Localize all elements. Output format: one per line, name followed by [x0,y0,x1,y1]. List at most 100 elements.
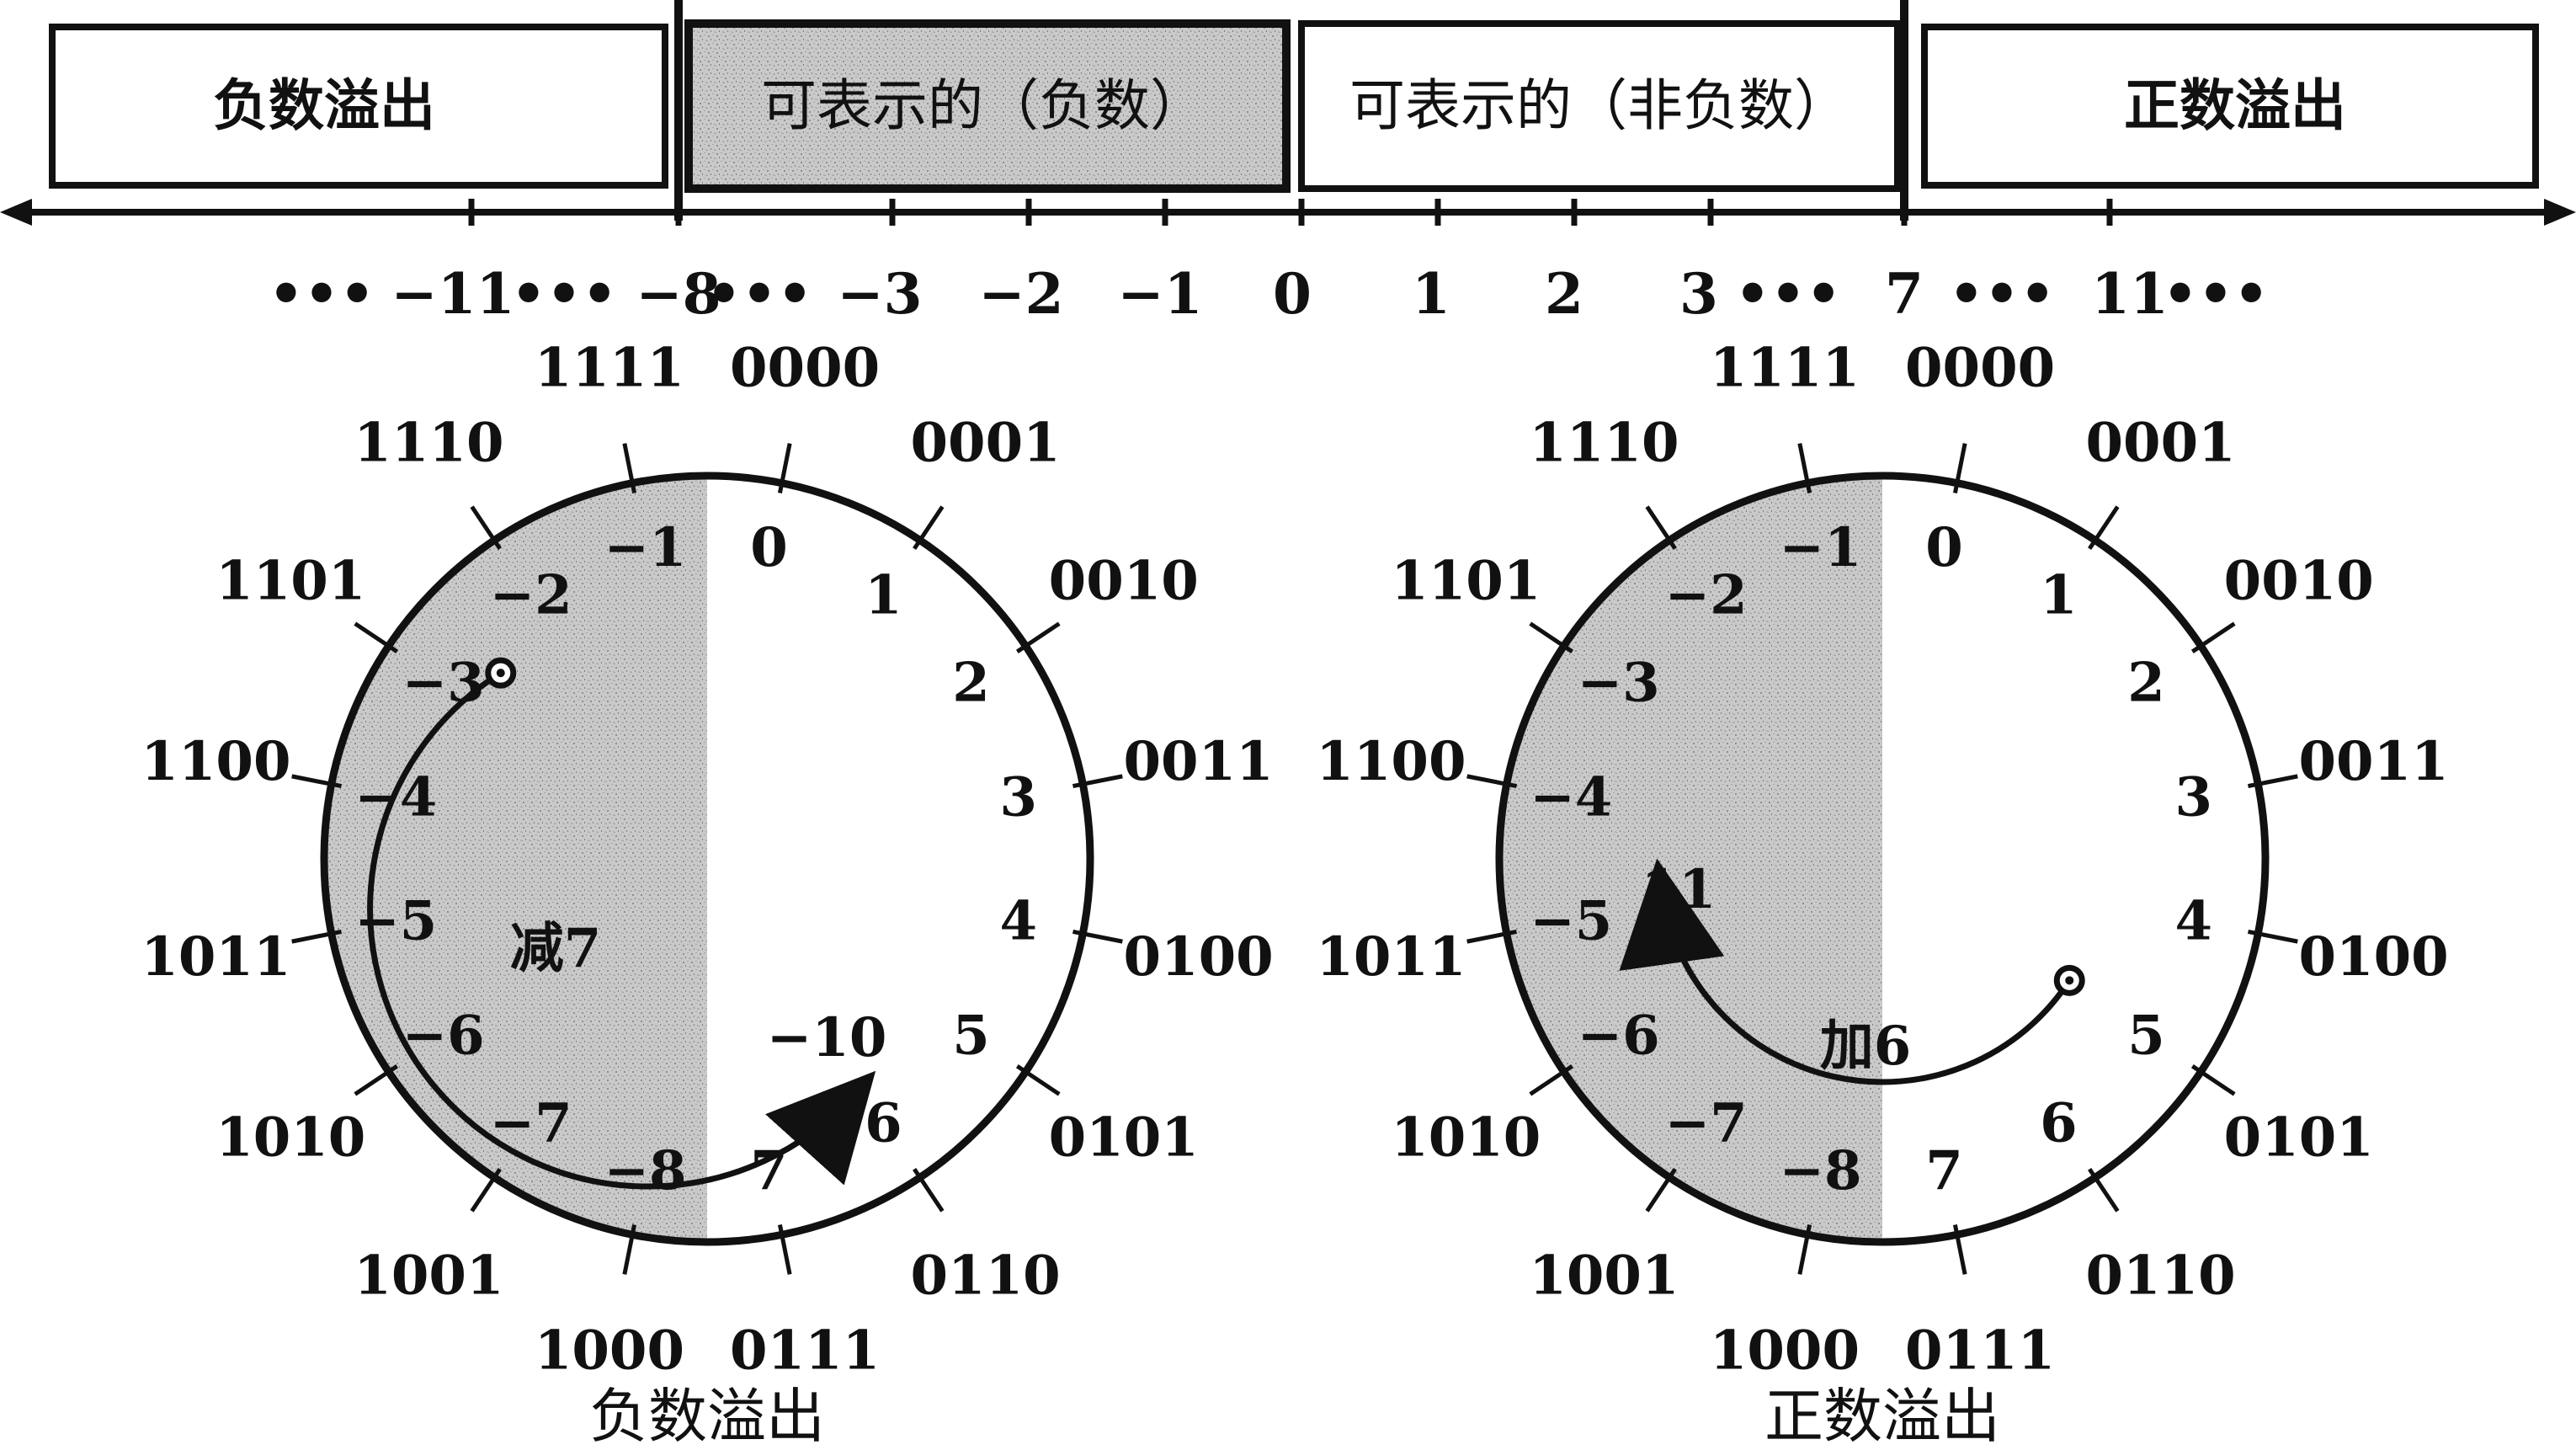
wheel-tick [913,505,945,551]
wheel-tick [1529,621,1574,653]
wheel-value-label: −5 [354,890,437,953]
wheel-value-label: −1 [604,516,686,579]
result-label: 11 [1641,858,1716,921]
wheel-value-label: 7 [1925,1139,1963,1202]
wheel-value-label: 0 [750,516,788,579]
wheel-value-label: 4 [2174,890,2212,953]
wheel-bit-label: 0110 [2086,1245,2236,1308]
result-label: −10 [767,1006,887,1069]
wheel-bit-label: 0010 [2224,549,2374,612]
wheel-tick [1952,1224,1967,1275]
segment-positive-overflow: 正数溢出 [1921,24,2539,189]
wheel-value-label: −3 [402,652,484,715]
number-line-right-arrow-icon [2544,199,2576,226]
wheel-bit-label: 1001 [1529,1245,1679,1308]
wheel-bit-label: 1000 [535,1319,684,1383]
ellipsis-label: ••• [511,261,618,327]
wheel-tick [1072,774,1123,789]
wheel-value-label: 5 [2127,1004,2165,1067]
number-line-labels: ••• −11••• −8••• −3 −2 −1 0 1 2 3 ••• 7 ••• 11••• [269,261,2270,327]
wheel-tick [1015,1064,1061,1096]
number-line-label: −8 [636,261,721,327]
wheel-value-label: −6 [1577,1004,1659,1067]
wheel-tick [2190,621,2236,653]
wheel-bit-label: 0000 [730,336,880,399]
wheel-bit-label: 0100 [1124,925,1274,989]
start-point-dot [2065,976,2074,985]
segment-representable-nonnegative: 可表示的（非负数） [1298,20,1901,192]
wheel-value-label: 0 [1925,516,1963,579]
wheel-tick [2248,774,2298,789]
wheel-value-label: 6 [2040,1091,2078,1154]
number-line-label: 7 [1885,261,1924,327]
wheel-bit-label: 0111 [730,1319,880,1383]
wheel-tick [2190,1064,2236,1096]
number-line-label: −1 [1117,261,1202,327]
wheel-value-label: 4 [999,890,1037,953]
number-line-ticks [468,199,2113,226]
wheel-bit-label: 1101 [1391,549,1541,612]
wheel-tick [1645,505,1677,551]
operation-label: 减7 [510,917,602,980]
number-line-label: −2 [978,261,1063,327]
wheel-bit-label: 1100 [141,730,290,793]
number-line: ••• −11••• −8••• −3 −2 −1 0 1 2 3 ••• 7 ••• 11••• [0,199,2576,327]
wheel-bit-label: 0010 [1049,549,1199,612]
start-point-dot [496,669,505,678]
wheel-bit-label: 0011 [1124,730,1274,793]
segment-boxes: 负数溢出 可表示的（负数） 可表示的（非负数） 正数溢出 [49,0,2539,221]
wheel-bit-label: 0110 [911,1245,1061,1308]
wheel-value-label: 3 [999,765,1037,829]
number-line-label: 0 [1273,261,1312,327]
wheel-tick [2088,1167,2120,1213]
wheel-tick [777,1224,792,1275]
wheel-value-label: 5 [952,1004,990,1067]
segment-negative-overflow: 负数溢出 [49,24,668,189]
wheel-bit-label: 1100 [1316,730,1466,793]
ellipsis-label: ••• [1949,261,2056,327]
number-line-label: −3 [837,261,922,327]
segment-representable-negative: 可表示的（负数） [684,19,1291,193]
wheel-bit-label: 0101 [2224,1106,2374,1170]
wheel-tick [2248,929,2298,944]
segment-negative-overflow-label: 负数溢出 [213,73,435,138]
wheel-tick [1529,1064,1574,1096]
wheel-bit-label: 1101 [216,549,365,612]
wheel-tick [1797,443,1812,493]
wheel-bit-label: 1011 [1316,925,1466,989]
wheel-value-label: 6 [865,1091,902,1154]
wheel-value-label: −2 [1664,564,1747,627]
wheel-tick [291,929,342,944]
number-line-left-arrow-icon [0,199,32,226]
negative-half-shading [324,476,707,1242]
wheel-bit-patterns: 0000000100100011010001010110011110001001… [1316,336,2448,1382]
wheel-tick [1797,1224,1812,1275]
wheel-tick [913,1167,945,1213]
wheel-values: 0 123 456 7 −8 −7−6 −5 −4 −3−2 −1 [1530,516,2212,1202]
wheel-ticks [291,443,1123,1275]
wheel-tick [354,1064,399,1096]
ellipsis-label: ••• [269,261,375,327]
operation-label: 加6 [1820,1015,1912,1078]
wheel-bit-label: 0111 [1905,1319,2055,1383]
ellipsis-label: ••• [706,261,813,327]
wheel-bit-label: 1010 [1391,1106,1541,1170]
wheel-value-label: −8 [1779,1139,1861,1202]
wheel-value-label: −2 [489,564,572,627]
wheel-tick [291,774,342,789]
segment-representable-nonnegative-label: 可表示的（非负数） [1349,73,1850,138]
wheel-positive-overflow: 0 123 456 7 −8 −7−6 −5 −4 −3−2 −1 0000 0001 0010 001… [1316,336,2448,1450]
wheel-tick [1645,1167,1677,1213]
wheel-value-label: 1 [865,564,902,627]
wheel-bit-label: 0001 [911,411,1061,474]
subtract-arc-arrow [367,670,876,1190]
wheel-tick [1466,929,1517,944]
wheel-bit-label: 0001 [2086,411,2236,474]
wheel-value-label: 1 [2040,564,2078,627]
wheel-bit-label: 1111 [535,336,684,399]
wheel-bit-label: 0000 [1905,336,2055,399]
wheel-bit-label: 0011 [2299,730,2449,793]
wheel-tick [622,443,637,493]
wheel-bit-label: 1110 [354,411,503,474]
